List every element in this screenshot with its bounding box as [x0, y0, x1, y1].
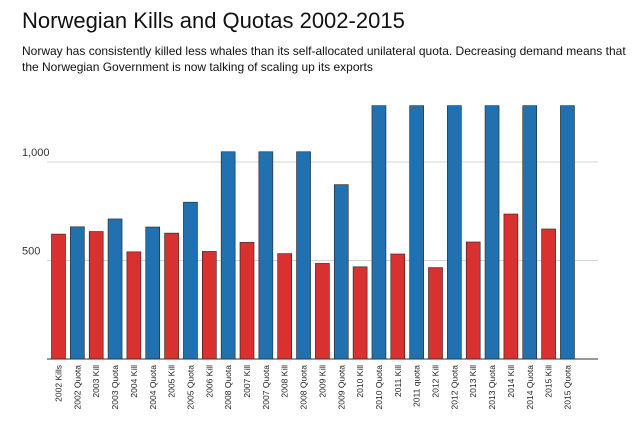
- x-category-label: 2012 Kill: [431, 365, 441, 398]
- kill-bar: [88, 231, 104, 360]
- x-category-label: 2015 Kill: [544, 365, 554, 398]
- quota-bar: [560, 105, 575, 360]
- quota-bar: [522, 105, 538, 360]
- x-category-label: 2014 Kill: [506, 365, 516, 398]
- quota-bar: [371, 105, 387, 360]
- x-category-label: 2008 Quota: [223, 365, 233, 410]
- x-category-label: 2011 Kill: [393, 365, 403, 397]
- quota-bar: [447, 105, 462, 360]
- x-category-label: 2008 Kill: [280, 365, 290, 398]
- x-category-label: 2004 Quota: [148, 365, 158, 410]
- x-category-label: 2007 Kill: [242, 365, 252, 398]
- x-category-label: 2002 Kills: [54, 365, 64, 402]
- x-category-label: 2012 Quota: [449, 365, 459, 410]
- x-category-label: 2014 Quota: [525, 365, 535, 410]
- y-axis-ticks: 500 1,000: [22, 147, 50, 258]
- kill-bar: [315, 263, 330, 360]
- x-category-label: 2003 Quota: [110, 365, 120, 410]
- x-category-label: 2011 quota: [412, 365, 422, 407]
- quota-bar: [183, 201, 198, 360]
- quota-bar: [296, 151, 311, 360]
- x-category-label: 2015 Quota: [562, 365, 572, 410]
- chart-subtitle: Norway has consistently killed less whal…: [22, 44, 626, 74]
- kill-bar: [390, 253, 406, 360]
- quota-bar: [70, 226, 85, 360]
- y-tick-label: 500: [22, 246, 40, 258]
- x-category-label: 2007 Quota: [261, 365, 271, 410]
- chart-title: Norwegian Kills and Quotas 2002-2015: [22, 8, 405, 33]
- kill-bar: [541, 228, 556, 360]
- quota-bar: [409, 105, 424, 360]
- quota-bar: [107, 218, 123, 360]
- x-category-label: 2010 Kill: [355, 365, 365, 398]
- kill-bar: [503, 213, 519, 360]
- x-category-label: 2010 Quota: [374, 365, 384, 410]
- x-category-label: 2002 Quota: [72, 365, 82, 410]
- kill-bar: [277, 253, 293, 360]
- x-category-label: 2013 Kill: [468, 365, 478, 398]
- kill-bar: [428, 267, 443, 360]
- x-category-label: 2005 Quota: [185, 365, 195, 410]
- x-category-label: 2004 Kill: [129, 365, 139, 398]
- y-tick-label: 1,000: [22, 147, 50, 159]
- x-category-label: 2008 Quota: [299, 365, 309, 410]
- kill-bar: [465, 241, 481, 360]
- x-category-label: 2009 Quota: [336, 365, 346, 410]
- x-category-label: 2006 Kill: [204, 365, 214, 398]
- x-category-label: 2009 Kill: [317, 365, 327, 398]
- kill-bar: [352, 266, 368, 360]
- x-category-label: 2013 Quota: [487, 365, 497, 410]
- x-category-label: 2003 Kill: [91, 365, 101, 398]
- quota-bar: [333, 184, 349, 360]
- quota-bar: [145, 226, 161, 360]
- kill-bar: [164, 232, 179, 360]
- bars: [51, 105, 575, 360]
- x-category-label: 2005 Kill: [167, 365, 177, 398]
- kill-bar: [202, 251, 217, 360]
- kill-bar: [126, 251, 142, 360]
- x-axis-labels: 2002 Kills 2002 Quota 2003 Kill 2003 Quota 2…: [54, 365, 573, 410]
- quota-bar: [484, 105, 500, 360]
- kill-bar: [239, 242, 255, 360]
- quota-bar: [220, 151, 236, 360]
- kill-bar: [51, 233, 66, 360]
- quota-bar: [258, 151, 274, 360]
